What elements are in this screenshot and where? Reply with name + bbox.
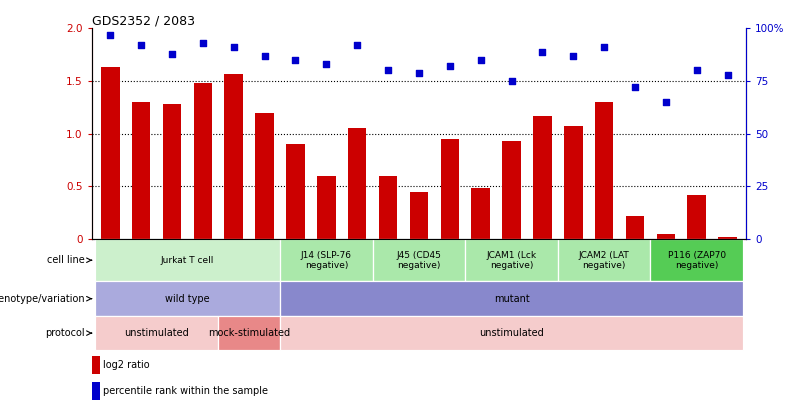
Bar [95, 316, 219, 350]
Text: wild type: wild type [165, 294, 210, 304]
Bar [92, 356, 100, 374]
Bar [95, 281, 280, 316]
Point [567, 53, 579, 59]
Bar [688, 195, 706, 239]
Bar [379, 176, 397, 239]
Bar [95, 239, 280, 281]
Bar [472, 188, 490, 239]
Bar [219, 316, 280, 350]
Text: log2 ratio: log2 ratio [103, 360, 149, 370]
Text: JCAM2 (LAT
negative): JCAM2 (LAT negative) [579, 251, 630, 270]
Point [289, 57, 302, 63]
Bar [132, 102, 150, 239]
Text: protocol: protocol [45, 328, 85, 338]
Bar [286, 144, 305, 239]
Text: J45 (CD45
negative): J45 (CD45 negative) [397, 251, 441, 270]
Bar [92, 382, 100, 400]
Bar [650, 239, 743, 281]
Bar [465, 239, 558, 281]
Bar [95, 316, 219, 350]
Bar [224, 74, 243, 239]
Point [259, 53, 271, 59]
Bar [95, 281, 280, 316]
Text: Jurkat T cell: Jurkat T cell [160, 256, 214, 265]
Bar [280, 281, 743, 316]
Bar [657, 234, 675, 239]
Point [659, 99, 672, 105]
Text: GDS2352 / 2083: GDS2352 / 2083 [92, 14, 195, 27]
Point [135, 42, 148, 49]
Bar [650, 239, 743, 281]
Bar [440, 139, 459, 239]
Point [721, 71, 734, 78]
Bar [626, 216, 644, 239]
Point [629, 84, 642, 91]
Text: JCAM1 (Lck
negative): JCAM1 (Lck negative) [487, 251, 536, 270]
Bar [348, 128, 366, 239]
Text: genotype/variation: genotype/variation [0, 294, 85, 304]
Bar [373, 239, 465, 281]
Bar [255, 113, 274, 239]
Bar [465, 239, 558, 281]
Bar [194, 83, 212, 239]
Bar [280, 316, 743, 350]
Text: mock-stimulated: mock-stimulated [208, 328, 290, 338]
Point [320, 61, 333, 67]
Bar [317, 176, 336, 239]
Bar [718, 237, 737, 239]
Point [351, 42, 364, 49]
Text: mutant: mutant [494, 294, 529, 304]
Bar [280, 239, 373, 281]
Text: percentile rank within the sample: percentile rank within the sample [103, 386, 268, 396]
Bar [95, 239, 280, 281]
Point [444, 63, 456, 70]
Point [505, 78, 518, 84]
Point [166, 50, 179, 57]
Text: P116 (ZAP70
negative): P116 (ZAP70 negative) [668, 251, 726, 270]
Bar [101, 67, 120, 239]
Point [196, 40, 209, 46]
Bar [502, 141, 521, 239]
Point [536, 48, 549, 55]
Point [381, 67, 394, 74]
Bar [373, 239, 465, 281]
Bar [558, 239, 650, 281]
Bar [280, 281, 743, 316]
Point [474, 57, 487, 63]
Point [227, 44, 240, 51]
Bar [533, 116, 551, 239]
Text: unstimulated: unstimulated [124, 328, 189, 338]
Text: unstimulated: unstimulated [479, 328, 544, 338]
Bar [409, 192, 429, 239]
Bar [219, 316, 280, 350]
Bar [564, 126, 583, 239]
Point [598, 44, 610, 51]
Bar [558, 239, 650, 281]
Bar [280, 239, 373, 281]
Bar [163, 104, 181, 239]
Point [413, 69, 425, 76]
Bar [280, 316, 743, 350]
Point [690, 67, 703, 74]
Point [104, 32, 117, 38]
Text: J14 (SLP-76
negative): J14 (SLP-76 negative) [301, 251, 352, 270]
Bar [595, 102, 614, 239]
Text: cell line: cell line [47, 255, 85, 265]
